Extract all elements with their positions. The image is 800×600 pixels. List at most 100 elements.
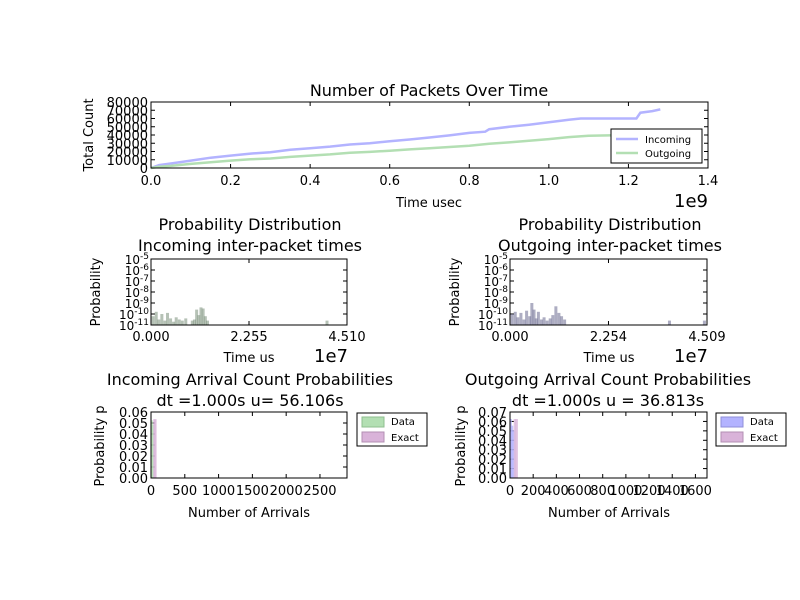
- histogram-bar: [184, 318, 188, 325]
- x-tick-label: 1.0: [539, 174, 560, 189]
- packets-ticks: 0.0 0.2 0.4 0.6 0.8 1.0 1.2 1.4 0100002000030000…: [107, 96, 719, 189]
- x-tick-label: 1500: [236, 484, 269, 499]
- packets-title: Number of Packets Over Time: [310, 81, 548, 100]
- pd-out-x-offset: 1e7: [674, 346, 708, 367]
- x-tick-label: 2000: [270, 484, 303, 499]
- histogram-bar: [667, 320, 671, 325]
- y-tick-label: 10-5: [484, 252, 508, 267]
- x-tick-label: 0.6: [379, 174, 400, 189]
- y-tick-label: 10-8: [125, 285, 150, 300]
- y-tick-label: 80000: [107, 96, 148, 111]
- histogram-bar: [154, 311, 158, 325]
- x-tick-label: 600: [567, 484, 592, 499]
- arr-out-bars: [509, 419, 518, 479]
- histogram-bar: [157, 319, 161, 325]
- x-tick-label: 1.2: [618, 174, 639, 189]
- arr-in-xlabel: Number of Arrivals: [188, 506, 310, 521]
- packets-x-offset: 1e9: [674, 191, 708, 212]
- y-tick-label: 20000: [107, 146, 148, 161]
- y-tick-label: 70000: [107, 104, 148, 119]
- y-tick-label: 10-11: [119, 318, 149, 333]
- histogram-bar: [205, 320, 209, 325]
- y-tick-label: 0.00: [478, 472, 507, 487]
- histogram-bar: [166, 312, 170, 325]
- histogram-bar: [203, 316, 207, 325]
- y-tick-label: 10-5: [125, 252, 149, 267]
- x-tick-label: 0.0: [141, 174, 162, 189]
- legend-label-exact: Exact: [391, 433, 419, 444]
- y-tick-label: 10-10: [119, 307, 149, 322]
- bar-exact: [515, 419, 518, 479]
- pd-in-axes-frame: [150, 258, 348, 326]
- histogram-bar: [180, 320, 184, 325]
- histogram-bar: [530, 303, 534, 325]
- legend-label-exact: Exact: [750, 433, 778, 444]
- arr-in-title-2: dt =1.000s u= 56.106s: [156, 391, 343, 410]
- y-tick-label: 10-7: [125, 274, 149, 289]
- x-tick-label: 2.254: [590, 330, 627, 345]
- pd-in-bars: [151, 307, 329, 325]
- y-tick-label: 0.00: [119, 472, 148, 487]
- y-tick-label: 0.07: [478, 406, 507, 421]
- x-tick-label: 1400: [656, 484, 689, 499]
- histogram-bar: [525, 310, 529, 325]
- packets-series: [150, 108, 661, 170]
- x-tick-label: 4.509: [688, 330, 725, 345]
- arr-in-chart: Incoming Arrival Count Probabilities dt …: [93, 370, 428, 521]
- histogram-bar: [199, 307, 203, 325]
- y-tick-label: 0.05: [478, 425, 507, 440]
- packets-legend: Incoming Outgoing: [610, 128, 703, 164]
- legend-label-data: Data: [391, 417, 415, 428]
- histogram-bar: [542, 317, 546, 325]
- histogram-bar: [201, 308, 205, 325]
- pd-out-ylabel: Probability: [448, 257, 463, 326]
- histogram-bar: [519, 312, 523, 325]
- arr-out-xlabel: Number of Arrivals: [548, 506, 670, 521]
- y-tick-label: 10-11: [478, 318, 508, 333]
- y-tick-label: 0.02: [478, 453, 507, 468]
- y-tick-label: 0.02: [119, 450, 148, 465]
- histogram-bar: [195, 309, 199, 325]
- pd-out-bars: [510, 303, 706, 325]
- legend-swatch-data: [361, 416, 385, 428]
- arr-out-ylabel: Probability p: [454, 405, 469, 486]
- x-tick-label: 0.8: [459, 174, 480, 189]
- x-tick-label: 400: [544, 484, 569, 499]
- x-tick-label: 0: [147, 484, 155, 499]
- y-tick-label: 0.06: [478, 415, 507, 430]
- x-tick-label: 2500: [303, 484, 336, 499]
- packets-axes-frame: [150, 101, 709, 169]
- packets-chart: Number of Packets Over Time Time usec To…: [82, 81, 718, 212]
- histogram-bar: [551, 315, 555, 325]
- histogram-bar: [513, 311, 517, 325]
- bar-exact: [154, 419, 157, 479]
- histogram-bar: [177, 319, 181, 325]
- legend-label-outgoing: Outgoing: [645, 149, 691, 160]
- histogram-bar: [534, 318, 538, 325]
- histogram-bar: [532, 309, 536, 325]
- y-tick-label: 10-6: [125, 263, 150, 278]
- y-tick-label: 10-9: [484, 296, 509, 311]
- histogram-bar: [563, 319, 567, 325]
- y-tick-label: 0.04: [119, 428, 148, 443]
- pd-in-chart: Probability Distribution Incoming inter-…: [89, 215, 366, 367]
- histogram-bar: [545, 320, 549, 325]
- histogram-bar: [536, 311, 540, 325]
- y-tick-label: 0.03: [478, 444, 507, 459]
- series-line-outgoing: [150, 133, 641, 170]
- pd-out-axes-frame: [509, 258, 708, 326]
- x-tick-label: 0.4: [300, 174, 321, 189]
- pd-out-title-1: Probability Distribution: [518, 215, 701, 234]
- arr-out-chart: Outgoing Arrival Count Probabilities dt …: [454, 370, 787, 521]
- y-tick-label: 0: [140, 162, 148, 177]
- histogram-bar: [528, 316, 532, 325]
- pd-in-x-offset: 1e7: [314, 346, 348, 367]
- arr-in-axes-frame: [150, 411, 348, 479]
- histogram-bar: [702, 320, 706, 325]
- x-tick-label: 0: [506, 484, 514, 499]
- x-tick-label: 800: [590, 484, 615, 499]
- pd-in-xlabel: Time us: [223, 351, 275, 366]
- y-tick-label: 10-10: [478, 307, 508, 322]
- y-tick-label: 10-9: [125, 296, 150, 311]
